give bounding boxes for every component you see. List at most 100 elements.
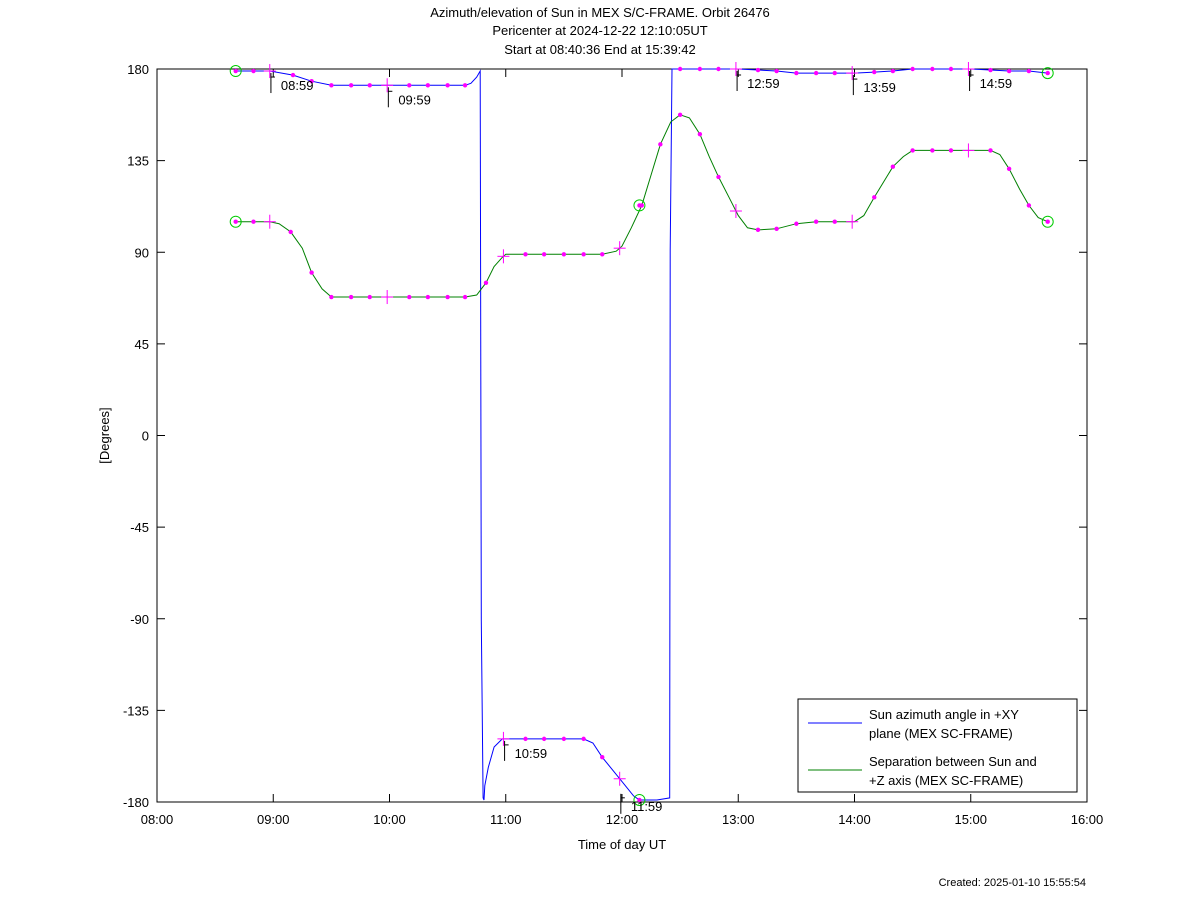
separation-dot (716, 174, 721, 180)
y-tick-label: 180 (127, 62, 149, 77)
separation-dot (367, 294, 372, 300)
azimuth-dot (930, 66, 935, 72)
series-lines (235, 68, 1048, 801)
annotation-label: 12:59 (747, 76, 780, 91)
y-tick-label: -180 (123, 795, 149, 810)
azimuth-dot (677, 66, 683, 72)
plot-border (156, 68, 1088, 803)
azimuth-dot (948, 66, 954, 72)
legend-label: Sun azimuth angle in +XY (869, 707, 1019, 722)
separation-dot (483, 280, 489, 285)
azimuth-dot (445, 83, 450, 88)
azimuth-dot (697, 66, 703, 72)
separation-dot (794, 221, 799, 226)
x-tick-label: 16:00 (1071, 812, 1104, 827)
azimuth-endpoint-ring (229, 65, 242, 78)
x-tick-label: 15:00 (954, 812, 987, 827)
hour-annotations: 08:59 09:59 10:59 11:59 12:59 13:59 14:59 (270, 71, 1013, 814)
separation-dot (348, 294, 354, 300)
x-tick-label: 14:00 (838, 812, 871, 827)
azimuth-dot (462, 83, 468, 88)
separation-dot (697, 131, 703, 137)
azimuth-endpoint-ring (633, 793, 646, 806)
azimuth-endpoint-dot (1045, 70, 1050, 76)
y-axis-label: [Degrees] (97, 407, 112, 463)
separation-dot (774, 226, 779, 232)
time-annotation: 12:59 (736, 71, 780, 91)
separation-dot (541, 252, 547, 257)
azimuth-endpoint-dot (637, 797, 642, 803)
y-tick-label: 45 (135, 337, 149, 352)
separation-dot (407, 294, 412, 300)
azimuth-dot (1026, 68, 1032, 74)
azimuth-hour-cross (263, 64, 276, 79)
separation-dot (677, 112, 683, 118)
separation-hour-cross (962, 143, 975, 158)
legend-label: plane (MEX SC-FRAME) (869, 726, 1013, 741)
annotation-label: 14:59 (980, 76, 1013, 91)
x-tick-label: 10:00 (373, 812, 406, 827)
azimuth-dot (329, 83, 334, 88)
separation-endpoint-ring (229, 215, 242, 228)
separation-dot (581, 252, 586, 257)
azimuth-dot (890, 68, 896, 74)
azimuth-hour-cross (846, 66, 859, 81)
chart-subtitle-pericenter: Pericenter at 2024-12-22 12:10:05UT (492, 23, 708, 38)
y-tick-label: -90 (130, 612, 149, 627)
separation-dot (832, 219, 837, 224)
x-tick-label: 08:00 (141, 812, 174, 827)
azimuth-line (235, 68, 1048, 801)
azimuth-dot (367, 83, 372, 88)
azimuth-dot (407, 83, 412, 88)
azimuth-hour-cross (497, 731, 510, 746)
separation-dot (658, 142, 663, 147)
azimuth-dot (251, 68, 256, 74)
y-tick-label: -45 (130, 520, 149, 535)
azimuth-hour-cross (729, 62, 742, 76)
separation-endpoint-ring (1041, 215, 1054, 228)
azimuth-dot (755, 67, 761, 73)
y-tick-label: 90 (135, 245, 149, 260)
time-annotation: 09:59 (387, 87, 431, 108)
separation-dot (1006, 166, 1012, 171)
azimuth-dot (988, 67, 993, 73)
annotation-label: 08:59 (281, 78, 314, 93)
x-tick-label: 09:00 (257, 812, 290, 827)
separation-endpoint-ring (633, 199, 646, 212)
azimuth-dot (348, 83, 354, 88)
annotation-label: 13:59 (863, 80, 896, 95)
annotation-label: 09:59 (398, 92, 431, 107)
separation-hour-cross (846, 214, 859, 229)
azimuth-dot (600, 755, 605, 760)
series-markers (229, 62, 1054, 806)
separation-dot (462, 294, 468, 300)
separation-endpoint-dot (233, 219, 238, 224)
y-tick-label: -135 (123, 703, 149, 718)
time-annotation: 13:59 (852, 75, 896, 96)
azimuth-dot (872, 69, 877, 75)
azimuth-dot (309, 79, 314, 84)
separation-dot (930, 148, 935, 153)
separation-dot (309, 270, 314, 275)
separation-dot (523, 252, 528, 257)
azimuth-endpoint-dot (233, 68, 238, 74)
time-annotation: 10:59 (504, 740, 547, 761)
legend-label: Separation between Sun and (869, 754, 1037, 769)
separation-hour-cross (263, 214, 276, 229)
time-annotation: 14:59 (969, 71, 1013, 91)
azimuth-endpoint-ring (1041, 67, 1054, 80)
separation-dot (813, 219, 819, 224)
legend: Sun azimuth angle in +XY plane (MEX SC-FR… (797, 698, 1078, 793)
separation-dot (251, 219, 256, 224)
separation-hour-cross (381, 290, 394, 305)
axes: 08:00 09:00 10:00 11:00 12:00 13:00 14:00 15:00… (123, 62, 1103, 827)
azimuth-dot (290, 72, 296, 78)
azimuth-dot (774, 68, 779, 74)
x-tick-label: 11:00 (490, 812, 522, 827)
separation-hour-cross (729, 204, 742, 219)
separation-dot (1026, 203, 1032, 208)
azimuth-hour-cross (381, 78, 394, 93)
legend-box (797, 698, 1078, 793)
legend-label: +Z axis (MEX SC-FRAME) (869, 773, 1023, 788)
